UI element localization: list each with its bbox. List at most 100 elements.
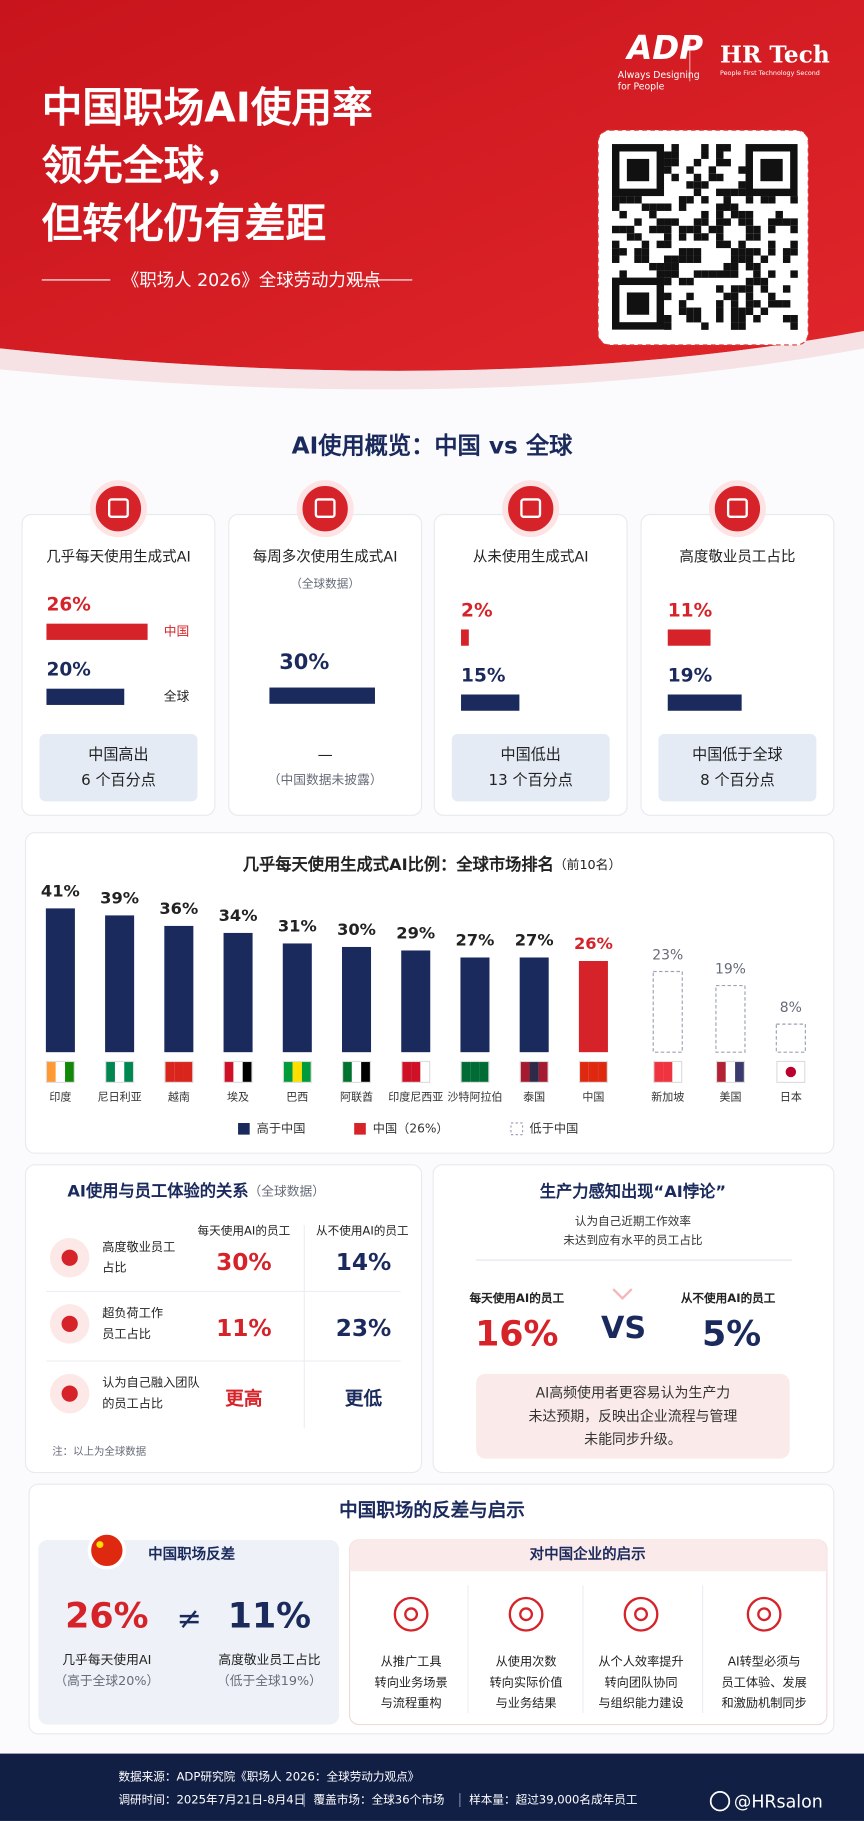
data-label: 30% [337,920,376,939]
qr-cell [701,210,709,219]
note: 中国高出 [88,745,148,763]
icon [708,480,766,538]
qr-cell [678,300,687,308]
icon [746,1596,782,1632]
note: 未能同步升级。 [584,1432,681,1448]
qr-cell [701,144,709,152]
qr-cell [649,203,657,211]
qr-cell [753,314,761,323]
vs: VS [601,1311,646,1346]
bar [460,957,490,1053]
card-label: 每周多次使用生成式AI [253,548,398,565]
flag [233,1061,243,1083]
flag [776,1061,787,1083]
qr-cell [723,292,731,301]
qr-cell [723,144,731,152]
qr-cell [768,300,776,308]
value-label: 26% [46,595,91,616]
qr-cell [619,270,627,278]
qr-cell [716,240,724,249]
qr-cell [745,248,754,256]
qr-cell [723,270,731,278]
icon-glyph [108,498,129,518]
advice-text: 转向业务场景 [375,1674,448,1689]
header-wave [0,331,864,390]
qr-cell [656,203,665,211]
flag [401,1061,412,1083]
cell: 更低 [345,1388,383,1410]
footer-text: 样本量：超过39,000名成年员工 [469,1793,638,1807]
value-label: 20% [46,660,91,681]
qr-cell [626,196,635,204]
card-label: 几乎每天使用生成式AI [46,548,191,565]
label: 几乎每天使用AI [62,1652,151,1668]
qr-cell [634,255,642,263]
icon-glyph [61,1315,78,1333]
icon-glyph [61,1385,78,1402]
row-label: 占比 [102,1260,126,1275]
flag [461,1061,471,1083]
qr-cell [693,307,702,315]
note-box [39,733,198,802]
qr-cell [745,292,754,301]
bar [401,950,431,1053]
value-label: 15% [461,665,506,686]
qr-cell [686,314,694,323]
note-box [658,733,817,802]
qr-cell [760,277,769,286]
qr-cell [730,322,739,330]
qr-cell [664,292,672,301]
flag [124,1061,134,1083]
qr-finder [760,158,783,182]
qr-cell [686,277,694,286]
advice-text: 从个人效率提升 [598,1653,683,1668]
row-label: 的员工占比 [102,1396,163,1411]
chart-title: 几乎每天使用生成式AI比例：全球市场排名（前10名） [243,855,621,874]
qr-cell [612,240,620,249]
row-label: 员工占比 [102,1326,151,1341]
flag-border [45,1060,75,1083]
qr-cell [738,314,746,323]
qr-cell [664,166,672,174]
flag [164,1061,175,1083]
icon [519,1607,534,1622]
bar [652,970,683,1053]
qr-cell [768,248,776,256]
qr-cell [686,181,694,189]
col-header: 每天使用AI的员工 [198,1224,291,1238]
bar [105,915,135,1053]
logo: ADP [624,29,703,67]
card-label: 高度敬业员工占比 [679,548,795,565]
tag: 全球 [164,688,190,704]
qr-cell [634,218,642,226]
flag [795,1061,805,1083]
qr-cell [678,255,687,263]
qr-cell [716,151,724,159]
value: 26% [65,1597,148,1637]
qr-cell [745,277,754,286]
bar [578,960,608,1053]
qr-finder [626,158,650,182]
qr-cell [730,314,739,323]
cell: 14% [336,1249,392,1276]
qr-cell [619,210,627,219]
flag [479,1061,489,1083]
x-tick-label: 尼日利亚 [98,1090,142,1103]
qr-cell [612,196,620,204]
qr-cell [664,233,672,241]
bar [461,629,469,646]
qr-cell [716,203,724,211]
qr-cell [678,203,687,211]
qr-cell [626,225,635,234]
flag [292,1061,302,1083]
x-tick-label: 印度 [49,1089,71,1103]
qr-cell [612,255,620,263]
advice-text: 与业务结果 [496,1695,557,1710]
data-label: 34% [219,906,258,925]
title: 领先全球， [42,141,245,189]
flag [529,1061,539,1083]
panel-title: AI使用与员工体验的关系 [67,1181,248,1200]
qr-cell [664,240,672,249]
qr-cell [790,248,798,256]
qr-cell [641,255,650,263]
